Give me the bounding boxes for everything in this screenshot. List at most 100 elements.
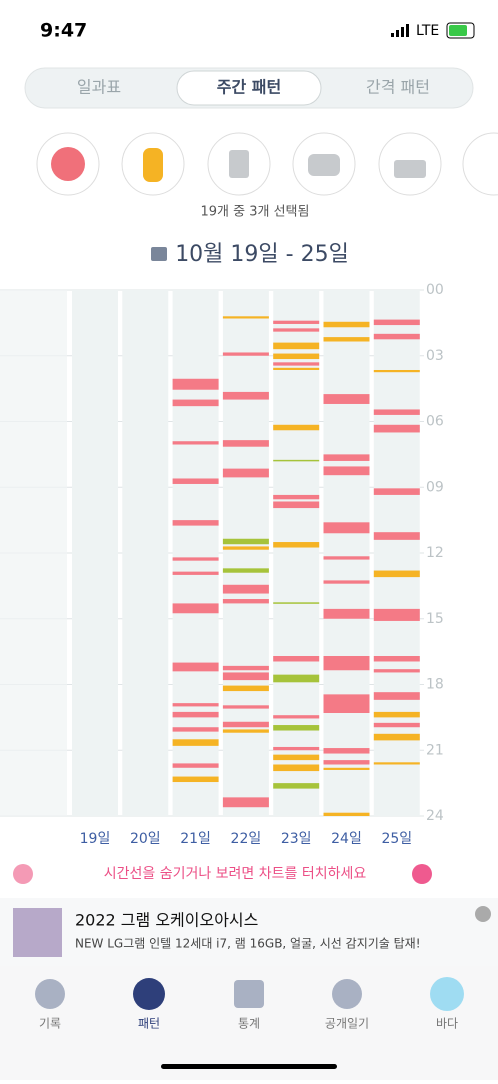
event-bar — [373, 762, 420, 765]
day-column — [373, 290, 420, 816]
event-bar — [273, 362, 320, 366]
event-bar — [273, 783, 320, 789]
event-bar — [273, 764, 320, 772]
day-column — [323, 290, 370, 816]
event-bar — [273, 328, 320, 332]
event-bar — [273, 424, 320, 431]
battery-level — [449, 25, 467, 36]
event-bar — [323, 466, 370, 476]
event-bar — [273, 353, 320, 360]
event-bar — [373, 488, 420, 495]
event-bar — [273, 656, 320, 662]
calendar-icon — [151, 247, 167, 261]
hint-close[interactable] — [412, 864, 432, 884]
event-bar — [273, 754, 320, 761]
event-bar — [323, 394, 370, 404]
ad-info[interactable] — [475, 906, 491, 922]
y-tick-label: 18 — [426, 677, 444, 693]
selection-note: 19개 중 3개 선택됨 — [201, 205, 310, 220]
event-bar — [222, 316, 269, 319]
nav-label[interactable]: 패턴 — [138, 1017, 160, 1031]
nav-icon — [133, 978, 165, 1010]
tab[interactable]: 일과표 — [77, 78, 121, 97]
event-bar — [222, 391, 269, 400]
nav-label[interactable]: 기록 — [39, 1017, 61, 1031]
event-bar — [273, 674, 320, 683]
event-bar — [172, 399, 219, 407]
filter-more[interactable] — [462, 132, 498, 196]
event-bar — [273, 501, 320, 509]
status-network: LTE — [416, 23, 439, 39]
event-bar — [373, 369, 420, 373]
event-bar — [373, 608, 420, 621]
event-bar — [323, 694, 370, 713]
event-bar — [323, 748, 370, 754]
event-bar — [273, 746, 320, 751]
event-bar — [373, 319, 420, 326]
day-column — [122, 290, 169, 816]
y-tick-label: 12 — [426, 545, 444, 561]
signal-icon — [391, 24, 409, 37]
day-column — [172, 290, 219, 816]
x-tick-label: 21일 — [180, 831, 211, 847]
chart[interactable]: 00 03 06 09 12 15 18 21 24 19일 20일 21일 22일 23일 24일 25일 — [0, 282, 444, 847]
filter-icons — [36, 132, 498, 196]
home-indicator — [161, 1064, 337, 1069]
y-tick-label: 06 — [426, 414, 444, 430]
event-bar — [172, 378, 219, 390]
event-bar — [323, 556, 370, 560]
event-bar — [222, 729, 269, 733]
nav-icon — [35, 979, 65, 1009]
event-bar — [373, 409, 420, 415]
event-bar — [373, 656, 420, 662]
event-bar — [323, 656, 370, 671]
event-bar — [373, 722, 420, 728]
event-bar — [222, 440, 269, 447]
ad-image — [13, 908, 62, 957]
event-bar — [323, 454, 370, 461]
event-bar — [323, 812, 370, 816]
hint-close[interactable] — [13, 864, 33, 884]
event-bar — [373, 733, 420, 741]
event-bar — [222, 599, 269, 604]
event-bar — [273, 715, 320, 719]
event-bar — [273, 320, 320, 324]
event-bar — [222, 568, 269, 573]
event-bar — [172, 776, 219, 783]
tab[interactable]: 간격 패턴 — [366, 78, 430, 97]
event-bar — [273, 342, 320, 350]
event-bar — [222, 538, 269, 545]
hint-text: 시간선을 숨기거나 보려면 차트를 터치하세요 — [104, 866, 367, 882]
event-bar — [172, 711, 219, 718]
tab[interactable]: 주간 패턴 — [217, 78, 281, 97]
event-bar — [222, 584, 269, 594]
event-bar — [373, 333, 420, 340]
event-bar — [323, 580, 370, 584]
event-bar — [172, 557, 219, 561]
nav-icon — [234, 980, 264, 1008]
event-bar — [323, 522, 370, 534]
ad-banner[interactable] — [0, 898, 498, 966]
nav-label[interactable]: 바다 — [436, 1017, 458, 1031]
event-bar — [222, 797, 269, 808]
nav-label[interactable]: 통계 — [238, 1017, 260, 1031]
event-bar — [172, 739, 219, 746]
nav-label[interactable]: 공개일기 — [325, 1017, 369, 1031]
event-bar — [172, 727, 219, 732]
day-column — [72, 290, 118, 816]
event-bar — [222, 705, 269, 709]
y-tick-label: 15 — [426, 611, 444, 627]
event-bar — [222, 468, 269, 478]
nav-icon — [332, 979, 362, 1009]
ad-subtitle: NEW LG그램 인텔 12세대 i7, 램 16GB, 얼굴, 시선 감지기술… — [75, 937, 421, 951]
tab-selected — [176, 70, 322, 106]
day-column — [222, 290, 269, 816]
event-bar — [172, 441, 219, 445]
x-tick-label: 25일 — [381, 831, 412, 847]
y-tick-label: 21 — [426, 742, 444, 758]
event-bar — [373, 669, 420, 673]
event-bar — [373, 424, 420, 433]
event-bar — [222, 721, 269, 728]
